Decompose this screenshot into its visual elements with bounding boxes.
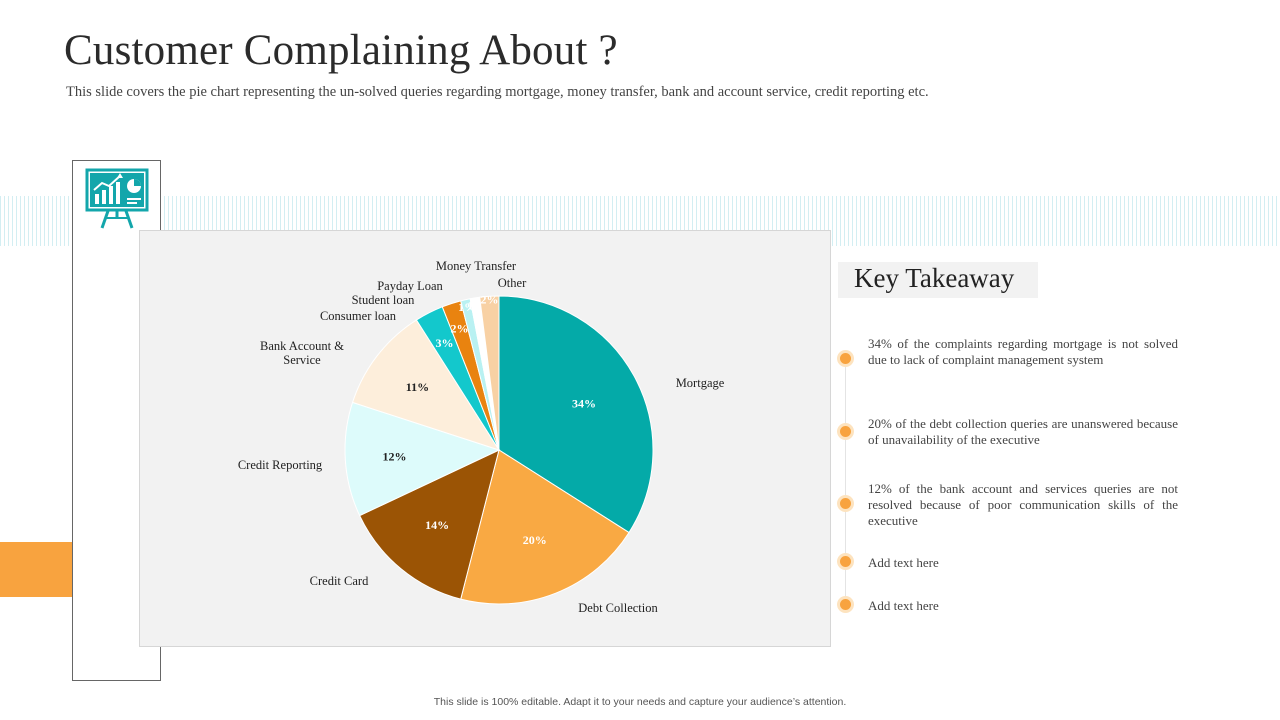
pie-category-label: Payday Loan xyxy=(377,279,443,293)
pie-data-label: 12% xyxy=(382,450,406,464)
pie-category-label: Other xyxy=(498,276,527,290)
bullet-dot-icon xyxy=(840,498,851,509)
pie-data-label: 3% xyxy=(435,336,453,350)
takeaway-text: Add text here xyxy=(868,555,939,570)
key-takeaway-title: Key Takeaway xyxy=(854,263,1015,293)
bullet-dot-icon xyxy=(840,426,851,437)
pie-category-label: Student loan xyxy=(352,293,416,307)
takeaway-timeline-line xyxy=(845,356,846,604)
takeaway-text: 12% of the bank account and services que… xyxy=(868,481,1178,528)
pie-slice xyxy=(344,401,501,517)
presentation-easel-chart-icon xyxy=(84,166,150,232)
pie-data-label: 11% xyxy=(406,380,429,394)
pie-slice xyxy=(479,295,500,451)
bullet-dot-icon xyxy=(840,556,851,567)
pie-category-label: Bank Account & Service xyxy=(260,339,344,367)
pie-category-label: Debt Collection xyxy=(578,601,658,615)
pie-slice xyxy=(460,449,630,605)
pie-category-label: Consumer loan xyxy=(320,309,397,323)
pie-data-label: 20% xyxy=(523,533,547,547)
bullet-dot-icon xyxy=(840,599,851,610)
pie-slice xyxy=(351,319,501,451)
pie-category-label: Credit Reporting xyxy=(238,458,323,472)
pie-data-label: 2% xyxy=(481,292,499,306)
takeaway-text: 34% of the complaints regarding mortgage… xyxy=(868,336,1178,367)
decorative-orange-block xyxy=(0,542,72,597)
takeaway-text: 20% of the debt collection queries are u… xyxy=(868,416,1178,447)
pie-data-label: 14% xyxy=(425,518,449,532)
takeaway-text: Add text here xyxy=(868,598,939,613)
pie-slice xyxy=(358,449,500,600)
footer-note: This slide is 100% editable. Adapt it to… xyxy=(433,696,847,708)
slide-subtitle: This slide covers the pie chart represen… xyxy=(66,84,929,100)
bullet-dot-icon xyxy=(840,353,851,364)
slide-title: Customer Complaining About ? xyxy=(64,27,618,74)
chart-panel: 34% 20% 14% 12% 11% 3% 2% 1% 1% 2% Mortgage Debt Co… xyxy=(139,230,831,647)
key-takeaway-header-box xyxy=(838,262,1038,298)
pie-category-label: Credit Card xyxy=(310,574,369,588)
pie-data-label: 2% xyxy=(451,321,469,335)
pie-category-label: Money Transfer xyxy=(436,259,517,273)
pie-data-label: 34% xyxy=(572,396,596,410)
pie-category-label: Mortgage xyxy=(676,376,725,390)
pie-slice xyxy=(498,295,654,534)
